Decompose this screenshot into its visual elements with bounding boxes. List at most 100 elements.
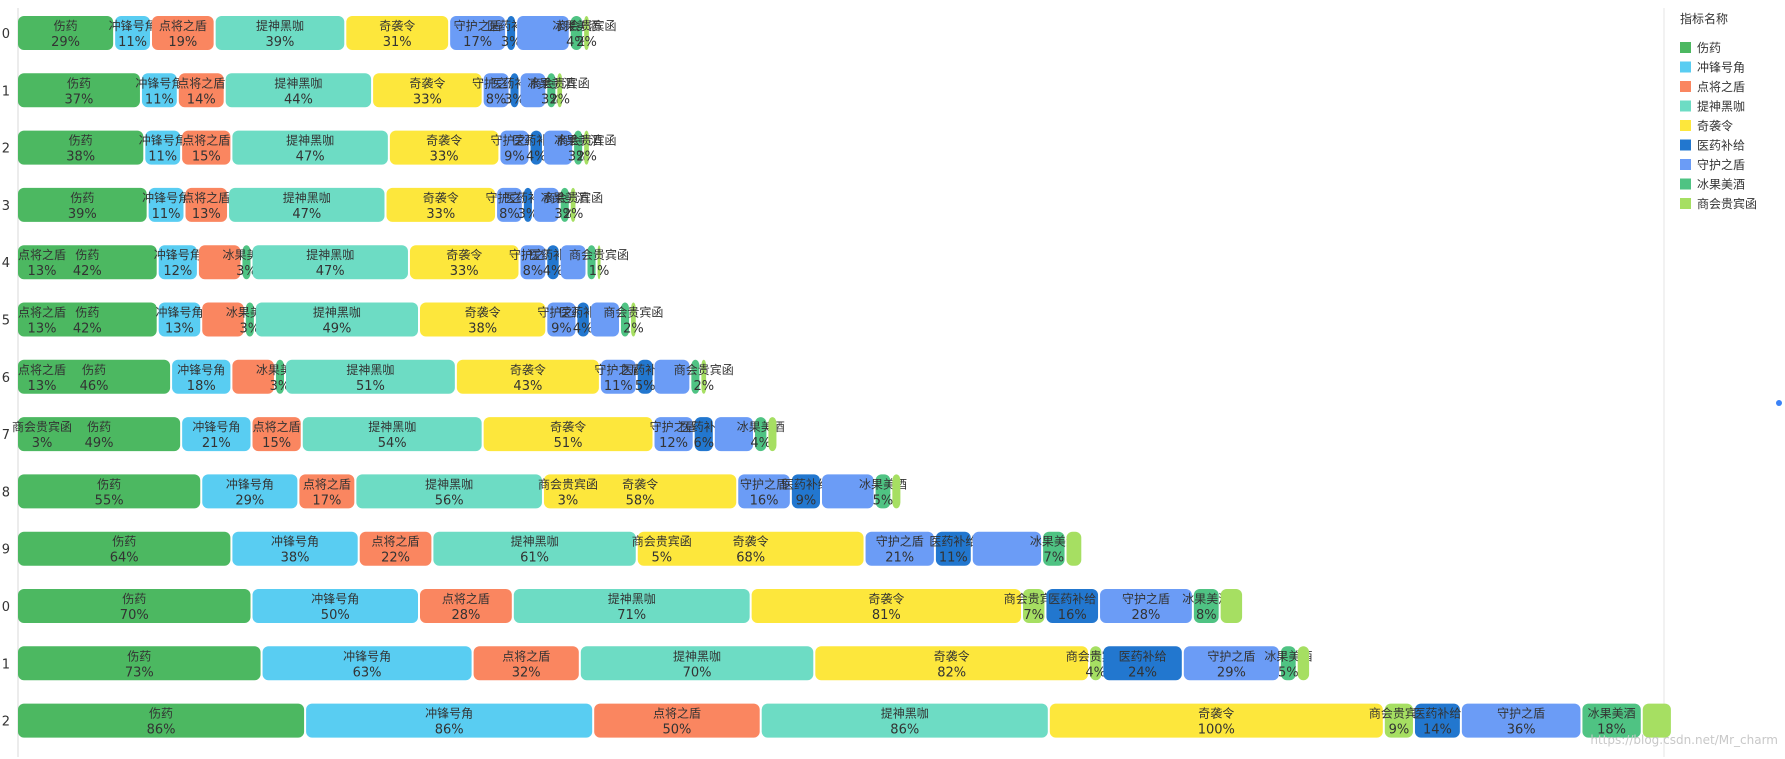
bar-segment[interactable] [513,589,750,623]
bar-segment[interactable] [483,417,653,452]
bar-segment[interactable] [18,646,261,681]
bar-segment[interactable] [356,474,542,509]
bar-segment[interactable] [570,187,576,222]
bar-segment[interactable] [1642,703,1671,738]
bar-segment[interactable] [507,16,516,50]
bar-segment[interactable] [18,531,231,566]
bar-segment[interactable] [185,187,228,222]
bar-segment[interactable] [450,16,506,50]
scroll-handle[interactable] [1776,400,1782,406]
bar-segment[interactable] [18,589,251,623]
bar-segment[interactable] [1193,589,1219,623]
legend-swatch[interactable] [1680,100,1691,112]
bar-segment[interactable] [255,302,418,337]
bar-segment[interactable] [621,302,630,337]
bar-segment[interactable] [1066,531,1082,566]
bar-segment[interactable] [791,474,820,509]
bar-segment[interactable] [1461,703,1581,738]
bar-segment[interactable] [520,245,546,280]
bar-segment[interactable] [158,245,197,280]
bar-segment[interactable] [198,245,241,280]
bar-segment[interactable] [1280,646,1296,681]
bar-segment[interactable] [755,417,767,452]
bar-segment[interactable] [738,474,790,509]
bar-segment[interactable] [18,417,181,452]
bar-segment[interactable] [141,73,177,108]
bar-segment[interactable] [580,646,814,681]
bar-segment[interactable] [751,589,1021,623]
bar-segment[interactable] [637,359,653,394]
bar-segment[interactable] [694,417,713,452]
legend-item-label[interactable]: 奇袭令 [1697,118,1733,133]
legend-swatch[interactable] [1680,61,1691,73]
bar-segment[interactable] [18,359,171,394]
bar-segment[interactable] [252,417,301,452]
bar-segment[interactable] [148,187,184,222]
bar-segment[interactable] [517,16,569,50]
bar-segment[interactable] [1582,703,1641,738]
bar-segment[interactable] [232,130,388,165]
legend-item-label[interactable]: 点将之盾 [1697,80,1745,94]
bar-segment[interactable] [18,73,140,108]
bar-segment[interactable] [232,359,274,394]
bar-segment[interactable] [242,245,251,280]
legend-item-label[interactable]: 冲锋号角 [1697,60,1745,75]
bar-segment[interactable] [637,531,864,566]
bar-segment[interactable] [560,245,586,280]
bar-segment[interactable] [1090,646,1102,681]
bar-segment[interactable] [152,16,214,50]
bar-segment[interactable] [520,73,546,108]
bar-segment[interactable] [18,302,157,337]
bar-segment[interactable] [115,16,150,50]
bar-segment[interactable] [18,245,157,280]
bar-segment[interactable] [420,589,512,623]
bar-segment[interactable] [701,359,707,394]
bar-segment[interactable] [262,646,472,681]
bar-segment[interactable] [547,73,556,108]
legend-swatch[interactable] [1680,159,1691,170]
bar-segment[interactable] [18,474,201,509]
bar-segment[interactable] [202,474,298,509]
bar-segment[interactable] [182,417,251,452]
bar-segment[interactable] [225,73,372,108]
bar-segment[interactable] [18,130,144,165]
bar-segment[interactable] [1046,589,1099,623]
bar-segment[interactable] [547,245,559,280]
bar-segment[interactable] [1183,646,1279,681]
bar-segment[interactable] [654,417,693,452]
legend-item-label[interactable]: 医药补给 [1697,139,1745,153]
bar-segment[interactable] [1220,589,1243,623]
bar-segment[interactable] [202,302,244,337]
bar-segment[interactable] [577,302,589,337]
bar-segment[interactable] [972,531,1042,566]
legend-item-label[interactable]: 守护之盾 [1697,158,1745,172]
bar-segment[interactable] [275,359,284,394]
bar-segment[interactable] [584,16,589,50]
bar-segment[interactable] [597,245,601,280]
bar-segment[interactable] [768,417,777,452]
bar-segment[interactable] [346,16,449,50]
legend-swatch[interactable] [1680,139,1691,151]
bar-segment[interactable] [18,16,114,50]
bar-segment[interactable] [533,187,559,222]
bar-segment[interactable] [245,302,254,337]
bar-segment[interactable] [574,130,583,165]
bar-segment[interactable] [373,73,482,108]
bar-segment[interactable] [1100,589,1192,623]
bar-segment[interactable] [543,130,573,165]
legend-item-label[interactable]: 伤药 [1697,41,1721,55]
bar-segment[interactable] [1414,703,1460,738]
legend-swatch[interactable] [1680,120,1691,131]
bar-segment[interactable] [483,73,509,108]
bar-segment[interactable] [420,302,546,337]
legend-swatch[interactable] [1680,198,1691,209]
bar-segment[interactable] [1049,703,1383,738]
bar-segment[interactable] [306,703,593,738]
bar-segment[interactable] [182,130,231,165]
bar-segment[interactable] [691,359,700,394]
bar-segment[interactable] [386,187,496,222]
bar-segment[interactable] [1043,531,1065,566]
legend-item-label[interactable]: 提神黑咖 [1697,99,1745,114]
bar-segment[interactable] [547,302,576,337]
bar-segment[interactable] [18,187,147,222]
